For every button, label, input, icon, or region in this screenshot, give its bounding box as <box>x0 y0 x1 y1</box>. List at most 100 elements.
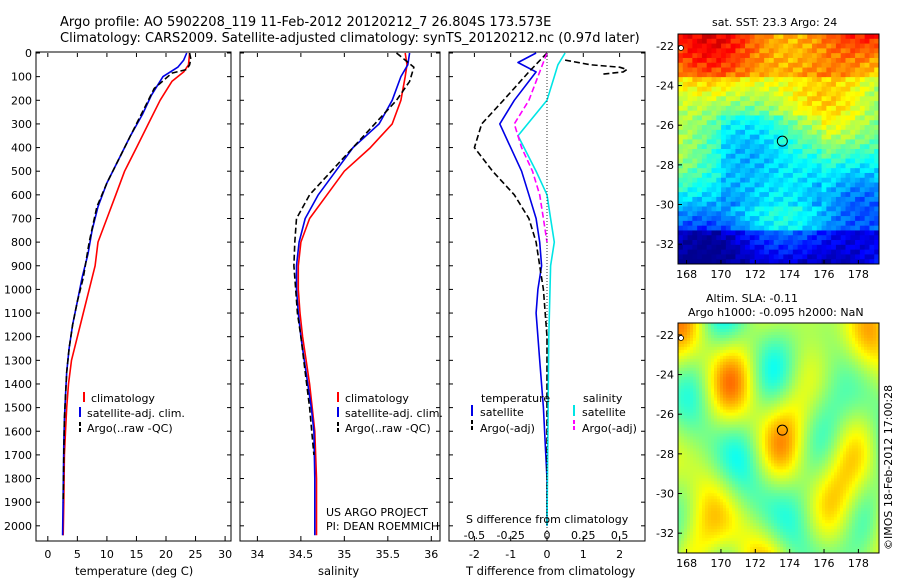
sla-cell <box>753 409 757 414</box>
sst-cell <box>864 187 870 193</box>
sst-cell <box>682 139 688 145</box>
sla-cell <box>843 331 847 336</box>
sst-cell <box>725 53 732 59</box>
sst-cell <box>812 182 818 188</box>
difference-legend-sal-satellite: satellite <box>582 406 626 419</box>
sst-cell <box>859 182 866 188</box>
sla-cell <box>756 385 760 390</box>
salinity-axes: 34 34.5 35 35.5 36 <box>240 52 440 561</box>
sla-cell <box>867 406 871 411</box>
sla-cell <box>846 382 850 387</box>
sla-cell <box>873 349 877 354</box>
sla-cell <box>804 403 808 408</box>
sla-cell <box>708 328 712 333</box>
sla-cell <box>783 418 787 422</box>
sla-cell <box>684 334 688 339</box>
sst-cell <box>826 72 832 78</box>
sst-cell <box>687 105 693 112</box>
sst-cell <box>855 38 861 44</box>
sst-cell <box>792 249 799 255</box>
sla-cell <box>732 337 736 342</box>
sst-cell <box>869 225 875 231</box>
sla-cell <box>855 409 859 414</box>
sla-cell <box>819 343 823 348</box>
sla-cell <box>762 433 766 437</box>
sla-cell <box>744 355 748 360</box>
sla-cell <box>732 352 736 357</box>
sla-cell <box>858 367 862 372</box>
sla-cell <box>735 397 739 402</box>
sla-cell <box>807 355 811 360</box>
sst-cell <box>764 110 770 116</box>
sla-cell <box>801 436 805 440</box>
sst-cell <box>687 38 693 44</box>
sst-cell <box>711 196 717 203</box>
sla-cell <box>729 337 733 342</box>
sst-cell <box>869 240 875 246</box>
sst-cell <box>855 110 861 116</box>
sst-cell <box>859 244 866 251</box>
sla-cell <box>732 427 736 431</box>
difference-axes: -2 -1 0 1 2-0.5 -0.25 0 0.25 0.5 <box>449 52 645 561</box>
sla-cell <box>678 439 682 443</box>
sla-cell <box>822 379 826 384</box>
sla-cell <box>678 373 682 378</box>
sst-cell <box>697 67 703 73</box>
sst-cell <box>874 153 880 159</box>
sla-cell <box>789 373 793 378</box>
sla-cell <box>825 424 829 428</box>
sst-cell <box>678 125 684 131</box>
sla-cell <box>807 376 811 381</box>
sla-cell <box>819 397 823 402</box>
sla-cell <box>762 352 766 357</box>
sla-cell <box>792 325 796 330</box>
sst-cell <box>812 101 818 107</box>
sla-cell <box>705 331 709 336</box>
sla-cell <box>744 331 748 336</box>
sst-cell <box>725 62 732 68</box>
sla-cell <box>756 406 760 411</box>
sla-cell <box>684 379 688 384</box>
sla-cell <box>741 361 745 366</box>
sla-cell <box>765 352 769 357</box>
sla-cell <box>702 412 706 416</box>
sst-cell <box>869 182 875 188</box>
sla-cell <box>864 421 868 425</box>
sst-cell <box>735 182 741 188</box>
sst-cell <box>740 81 746 88</box>
sst-cell <box>807 105 813 112</box>
sla-cell <box>810 403 814 408</box>
sst-cell <box>778 115 784 121</box>
sla-cell <box>849 343 853 348</box>
sla-cell <box>825 361 829 366</box>
sla-cell <box>699 382 703 387</box>
sst-cell <box>826 38 832 44</box>
sst-cell <box>864 53 870 59</box>
sst-cell <box>749 254 755 260</box>
sla-cell <box>825 421 829 425</box>
sla-cell <box>696 421 700 425</box>
sla-cell <box>762 406 766 411</box>
sla-cell <box>765 421 769 425</box>
sst-cell <box>797 67 803 73</box>
sla-cell <box>801 325 805 330</box>
sla-cell <box>813 433 817 437</box>
sst-cell <box>682 230 688 236</box>
sla-cell <box>741 385 745 390</box>
sst-cell <box>850 259 856 265</box>
sst-cell <box>835 149 842 155</box>
sla-cell <box>684 397 688 402</box>
sla-cell <box>834 370 838 375</box>
sla-cell <box>687 412 691 416</box>
sst-cell <box>864 134 870 140</box>
sla-cell <box>744 382 748 387</box>
sla-cell <box>705 379 709 384</box>
sla-cell <box>816 385 820 390</box>
sla-cell <box>774 406 778 411</box>
sst-cell <box>740 216 746 222</box>
sst-cell <box>821 225 827 231</box>
sla-cell <box>807 421 811 425</box>
sla-cell <box>801 400 805 405</box>
sla-cell <box>807 427 811 431</box>
sla-cell <box>822 331 826 336</box>
